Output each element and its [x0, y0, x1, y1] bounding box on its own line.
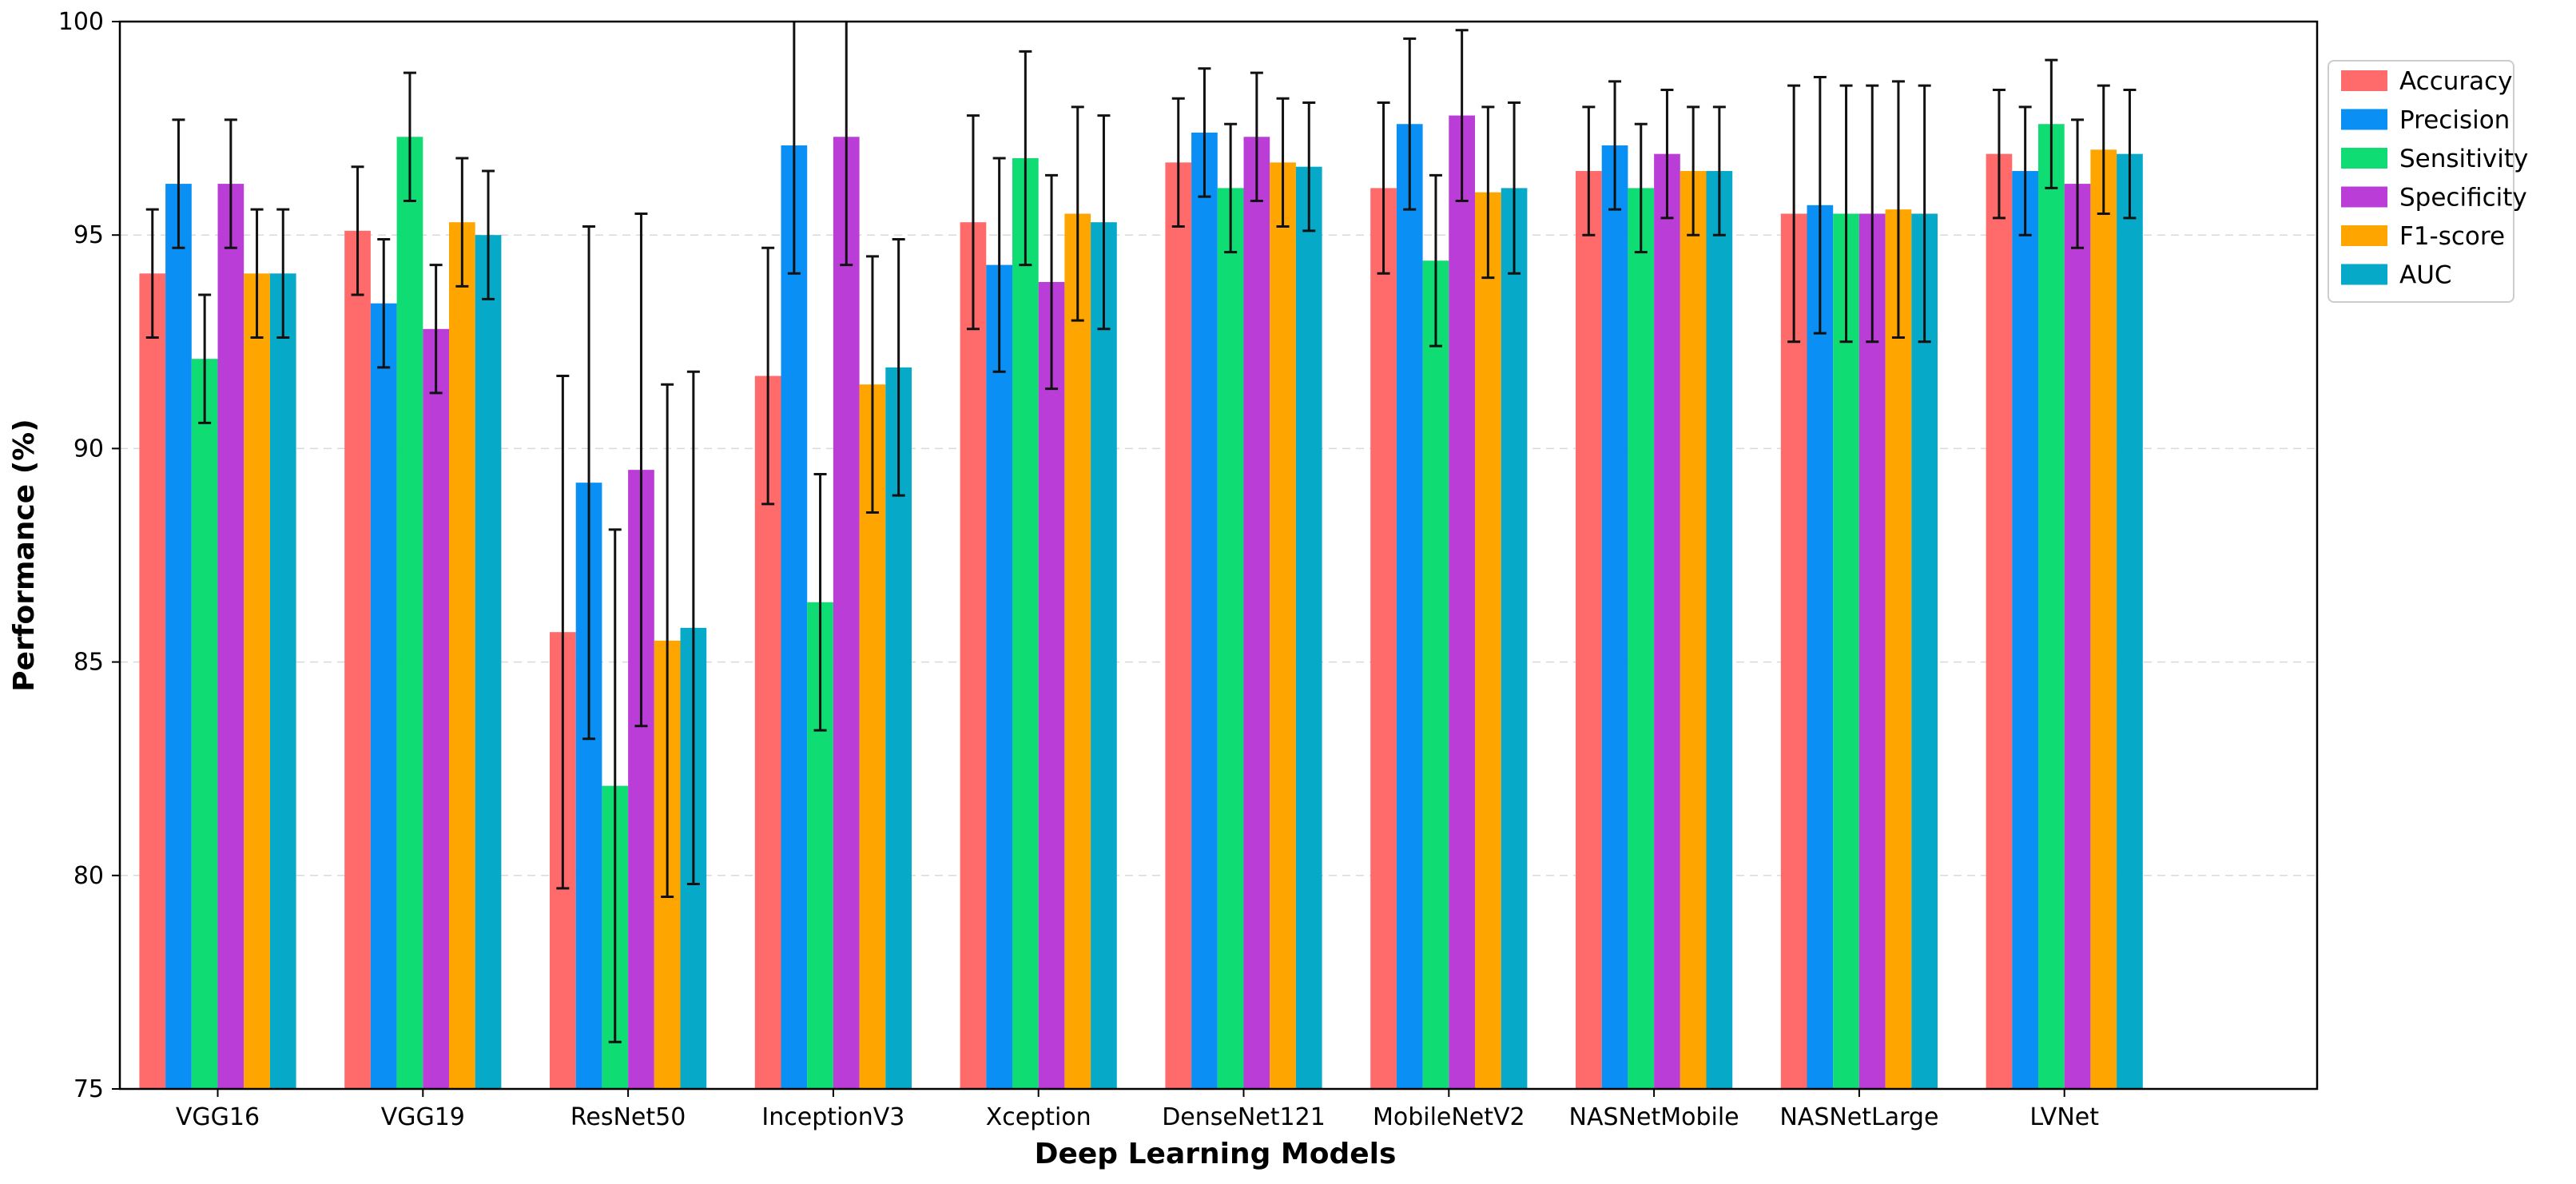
bar-f1-score [1475, 192, 1501, 1089]
legend-swatch [2341, 186, 2387, 208]
bars [139, 115, 2143, 1090]
bar-precision [1601, 145, 1628, 1090]
x-tick-label: VGG16 [176, 1103, 260, 1131]
bar-specificity [423, 328, 449, 1089]
legend-swatch [2341, 70, 2387, 91]
bar-specificity [217, 184, 244, 1089]
y-tick-label: 85 [74, 649, 104, 677]
bar-precision [1191, 132, 1218, 1090]
bar-accuracy [1165, 162, 1192, 1089]
x-tick-label: NASNetMobile [1569, 1103, 1739, 1131]
bar-accuracy [139, 273, 166, 1089]
bar-accuracy [1986, 153, 2013, 1089]
legend-label: AUC [2399, 261, 2452, 290]
bar-f1-score [1680, 171, 1707, 1089]
bar-accuracy [1576, 171, 1602, 1089]
bar-specificity [1449, 115, 1475, 1089]
x-tick-label: MobileNetV2 [1373, 1103, 1525, 1131]
bar-specificity [2064, 184, 2091, 1089]
bar-f1-score [244, 273, 270, 1089]
bar-auc [1091, 222, 1117, 1090]
bar-accuracy [1780, 213, 1807, 1090]
bar-specificity [1038, 281, 1065, 1089]
legend-swatch [2341, 148, 2387, 169]
bar-sensitivity [191, 359, 218, 1089]
bar-auc [1501, 188, 1528, 1089]
bar-precision [781, 145, 808, 1090]
y-tick-label: 95 [74, 221, 104, 249]
bar-f1-score [1885, 209, 1912, 1089]
legend-swatch [2341, 264, 2387, 285]
x-axis-title: Deep Learning Models [1035, 1138, 1397, 1170]
y-tick-label: 90 [74, 435, 104, 463]
bar-auc [269, 273, 296, 1089]
bar-precision [165, 184, 192, 1089]
bar-accuracy [344, 230, 371, 1090]
bar-precision [1396, 124, 1423, 1090]
bar-specificity [1654, 153, 1680, 1089]
bar-sensitivity [1012, 158, 1039, 1089]
legend-label: Sensitivity [2399, 145, 2528, 173]
plot-frame [118, 20, 2319, 1091]
y-tick-label: 100 [58, 8, 104, 36]
bar-specificity [1243, 137, 1270, 1090]
y-axis-title: Performance (%) [8, 419, 41, 691]
bar-precision [1807, 205, 1834, 1089]
x-tick-label: InceptionV3 [761, 1103, 904, 1131]
x-tick-label: VGG19 [381, 1103, 465, 1131]
x-tick-label: ResNet50 [570, 1103, 686, 1131]
bar-auc [1295, 166, 1322, 1089]
legend-label: Precision [2399, 106, 2510, 135]
bar-f1-score [1270, 162, 1296, 1089]
y-axis-ticks: 75 80 85 90 95 100 [58, 8, 120, 1103]
bar-sensitivity [396, 137, 423, 1090]
bar-precision [370, 303, 397, 1090]
legend: Accuracy Precision Sensitivity Specificity F… [2328, 60, 2528, 303]
bar-accuracy [1370, 188, 1397, 1089]
legend-swatch [2341, 109, 2387, 130]
x-tick-label: LVNet [2029, 1103, 2099, 1131]
error-bars [145, 22, 2137, 1043]
bar-f1-score [1064, 213, 1091, 1090]
bar-auc [2117, 153, 2143, 1089]
bar-sensitivity [1422, 260, 1449, 1089]
y-tick-label: 75 [74, 1075, 104, 1103]
bar-specificity [833, 137, 860, 1090]
bar-f1-score [449, 222, 475, 1090]
x-axis-ticks: VGG16 VGG19 ResNet50 InceptionV3 Xception Den… [176, 1089, 2099, 1131]
bar-precision [2012, 171, 2038, 1089]
x-tick-label: Xception [986, 1103, 1091, 1131]
legend-swatch [2341, 225, 2387, 246]
bar-auc [475, 235, 502, 1090]
bar-precision [986, 264, 1012, 1089]
x-tick-label: NASNetLarge [1779, 1103, 1938, 1131]
legend-label: F1-score [2399, 222, 2505, 251]
x-tick-label: DenseNet121 [1162, 1103, 1326, 1131]
y-tick-label: 80 [74, 862, 104, 890]
bar-accuracy [960, 222, 987, 1090]
legend-label: Specificity [2399, 184, 2527, 213]
bar-sensitivity [2038, 124, 2065, 1090]
bar-sensitivity [1628, 188, 1655, 1089]
bar-auc [1911, 213, 1938, 1090]
bar-f1-score [2090, 149, 2117, 1089]
bar-sensitivity [1833, 213, 1859, 1090]
bar-auc [1706, 171, 1733, 1089]
bar-specificity [1858, 213, 1886, 1090]
legend-label: Accuracy [2399, 67, 2513, 96]
bar-sensitivity [1217, 188, 1244, 1089]
